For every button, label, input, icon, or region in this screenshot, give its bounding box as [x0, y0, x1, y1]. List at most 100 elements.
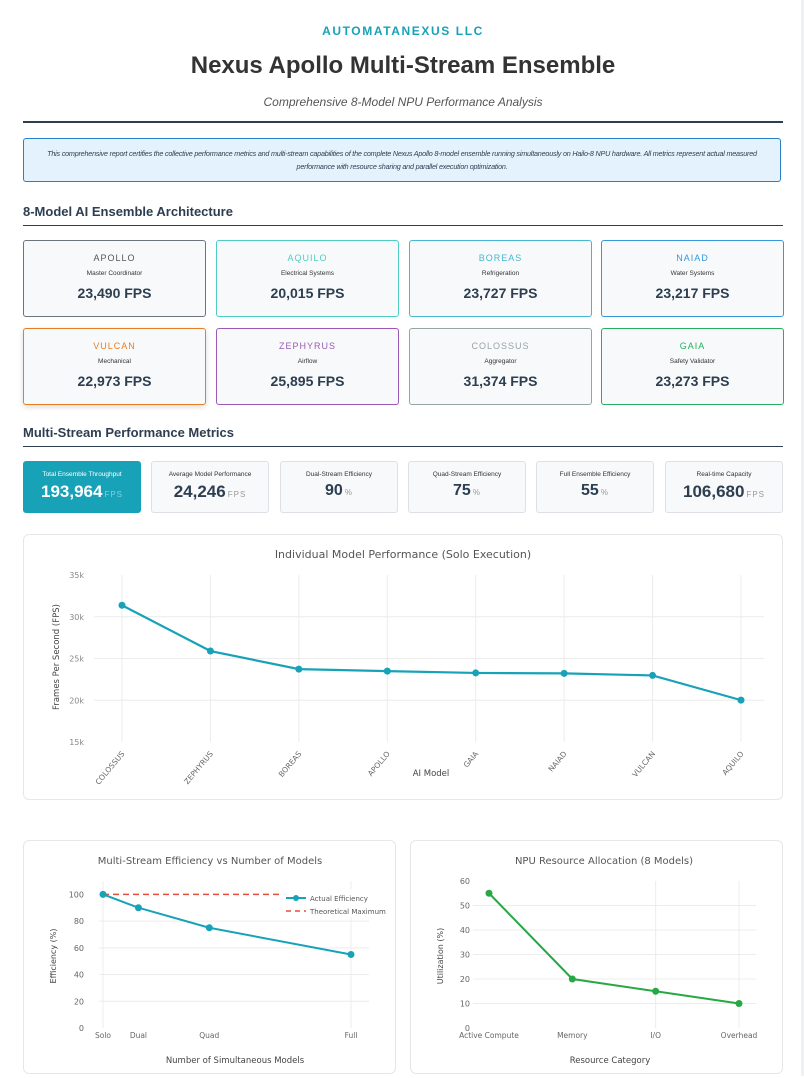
metric-card: Average Model Performance 24,246 FPS [151, 461, 269, 513]
model-card-apollo: APOLLO Master Coordinator 23,490 FPS [23, 240, 206, 317]
model-name: BOREAS [478, 253, 523, 263]
legend-marker-actual [293, 895, 299, 901]
metric-label: Dual-Stream Efficiency [306, 471, 372, 478]
model-role: Airflow [297, 358, 318, 365]
model-name: COLOSSUS [471, 341, 530, 351]
model-card-colossus: COLOSSUS Aggregator 31,374 FPS [409, 328, 592, 405]
y-tick-label: 15k [69, 738, 84, 747]
utilization-point-1 [568, 975, 576, 983]
metric-unit: % [600, 488, 609, 497]
metric-label: Quad-Stream Efficiency [432, 471, 502, 478]
model-name: GAIA [679, 341, 706, 351]
metric-unit: FPS [104, 490, 123, 499]
metric-card: Dual-Stream Efficiency 90% [280, 461, 398, 513]
efficiency-svg: Multi-Stream Efficiency vs Number of Mod… [49, 856, 392, 1066]
model-name: ZEPHYRUS [278, 341, 336, 351]
y-tick-label: 40 [460, 926, 470, 935]
data-point-apollo [383, 667, 391, 675]
metric-unit: % [344, 488, 353, 497]
model-role: Safety Validator [669, 358, 716, 365]
model-role: Mechanical [98, 358, 131, 365]
model-fps: 22,973 FPS [77, 373, 152, 389]
y-axis-label: Utilization (%) [436, 928, 445, 984]
y-tick-label: 0 [79, 1024, 84, 1033]
y-tick-label: 10 [460, 1000, 470, 1009]
page-scrollbar[interactable] [801, 0, 804, 1076]
x-axis-label: AI Model [413, 769, 450, 779]
y-tick-label: 25k [69, 655, 84, 664]
data-point-aquilo [737, 696, 745, 704]
model-performance-chart: Individual Model Performance (Solo Execu… [23, 534, 783, 800]
y-tick-label: 20k [69, 696, 84, 705]
metric-value-line: 193,964 FPS [24, 482, 140, 502]
x-tick-label: VULCAN [630, 750, 657, 779]
data-point-naiad [560, 669, 568, 677]
model-name: AQUILO [287, 253, 328, 263]
y-tick-label: 0 [465, 1024, 470, 1033]
model-card-zephyrus: ZEPHYRUS Airflow 25,895 FPS [216, 328, 399, 405]
efficiency-point-full [347, 951, 355, 958]
x-axis-label: Resource Category [570, 1056, 651, 1066]
model-card-vulcan: VULCAN Mechanical 22,973 FPS [23, 328, 206, 405]
metric-value: 193,964 [40, 482, 103, 501]
efficiency-chart: Multi-Stream Efficiency vs Number of Mod… [23, 840, 396, 1074]
page-title: Nexus Apollo Multi-Stream Ensemble [190, 52, 616, 79]
metric-value-line: 55% [537, 482, 653, 500]
metric-value: 90 [325, 482, 343, 499]
metric-card: Full Ensemble Efficiency 55% [536, 461, 654, 513]
y-tick-label: 20 [460, 975, 470, 984]
model-fps: 23,217 FPS [655, 285, 730, 301]
y-tick-label: 60 [460, 877, 470, 886]
x-tick-label: APOLLO [366, 749, 392, 777]
chart-title: Multi-Stream Efficiency vs Number of Mod… [98, 856, 322, 867]
metric-label: Average Model Performance [168, 471, 252, 478]
model-card-naiad: NAIAD Water Systems 23,217 FPS [601, 240, 784, 317]
x-tick-label: COLOSSUS [93, 749, 126, 786]
x-tick-label: GAIA [462, 749, 481, 769]
x-tick-label: ZEPHYRUS [182, 749, 215, 786]
model-fps: 20,015 FPS [270, 285, 345, 301]
data-point-zephyrus [206, 647, 214, 655]
data-point-boreas [295, 665, 303, 673]
metric-value-line: 75% [409, 482, 525, 500]
utilization-point-2 [652, 987, 660, 995]
x-tick-label: Solo [95, 1031, 111, 1040]
y-axis-label: Frames Per Second (FPS) [52, 604, 62, 710]
model-role: Electrical Systems [280, 270, 335, 277]
model-fps: 23,727 FPS [463, 285, 538, 301]
x-tick-label: Memory [557, 1031, 588, 1040]
metrics-divider [23, 446, 783, 447]
model-name: APOLLO [93, 253, 136, 263]
y-axis-label: Efficiency (%) [49, 929, 58, 984]
metric-value: 24,246 [173, 482, 226, 501]
metric-label: Total Ensemble Throughput [42, 471, 122, 478]
metric-label: Real-time Capacity [696, 471, 752, 478]
y-tick-label: 60 [74, 944, 84, 953]
page-subtitle: Comprehensive 8-Model NPU Performance An… [263, 95, 543, 109]
metric-value-line: 106,680 FPS [666, 482, 782, 502]
x-tick-label: Active Compute [459, 1031, 519, 1040]
model-fps: 23,273 FPS [655, 373, 730, 389]
certification-notice: This comprehensive report certifies the … [23, 138, 781, 182]
data-point-colossus [118, 601, 126, 609]
x-tick-label: Dual [130, 1031, 147, 1040]
metric-value-line: 90% [281, 482, 397, 500]
efficiency-point-solo [99, 890, 107, 898]
y-tick-label: 35k [69, 571, 84, 580]
x-tick-label: NAIAD [546, 749, 568, 773]
model-card-gaia: GAIA Safety Validator 23,273 FPS [601, 328, 784, 405]
legend-label: Theoretical Maximum [309, 908, 386, 916]
model-fps: 23,490 FPS [77, 285, 152, 301]
model-performance-svg: Individual Model Performance (Solo Execu… [52, 548, 764, 786]
model-name: VULCAN [93, 341, 136, 351]
resource-svg: NPU Resource Allocation (8 Models) 0 10 20 3… [436, 856, 758, 1066]
data-point-gaia [472, 669, 480, 677]
model-role: Refrigeration [481, 270, 520, 277]
efficiency-point-quad [205, 924, 213, 932]
metric-card: Total Ensemble Throughput 193,964 FPS [23, 461, 141, 513]
chart-title: Individual Model Performance (Solo Execu… [275, 548, 531, 561]
x-tick-label: Quad [199, 1031, 219, 1040]
model-card-aquilo: AQUILO Electrical Systems 20,015 FPS [216, 240, 399, 317]
model-fps: 25,895 FPS [270, 373, 345, 389]
legend-label: Actual Efficiency [310, 895, 368, 903]
